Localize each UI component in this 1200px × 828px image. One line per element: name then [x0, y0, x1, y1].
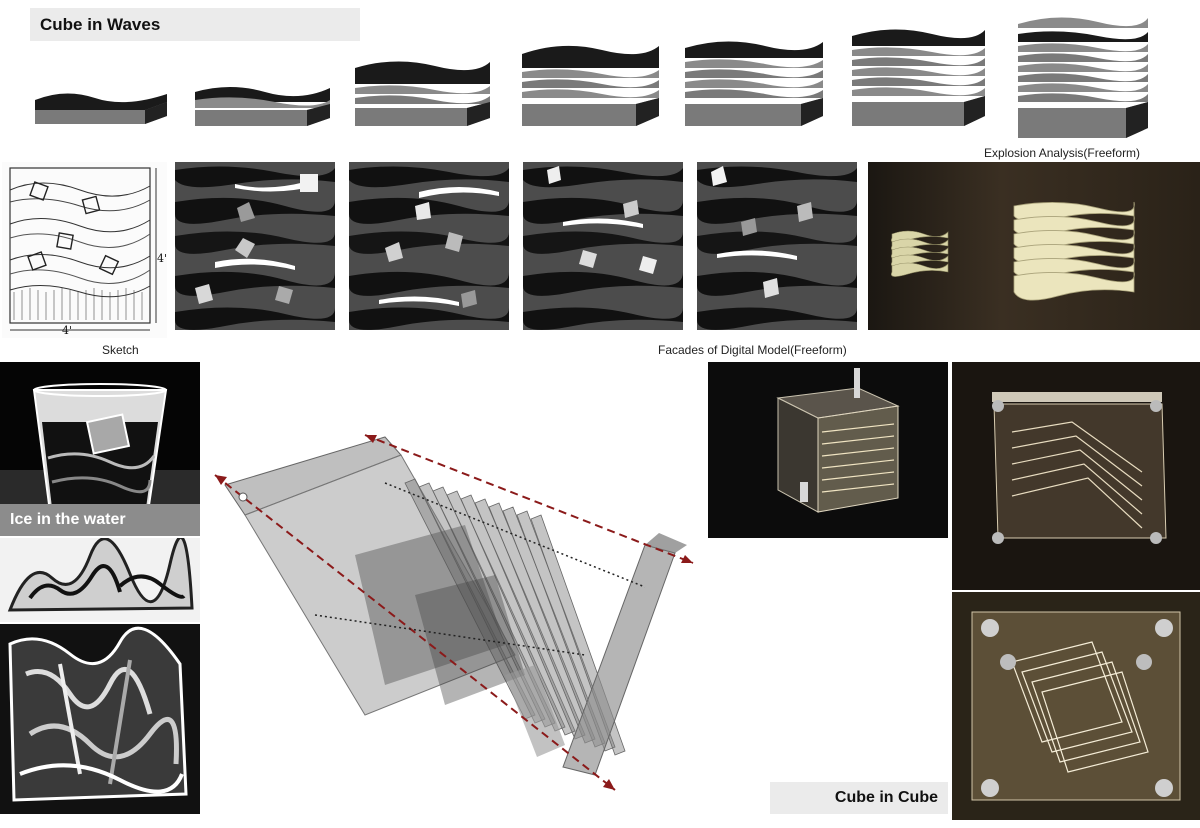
sketch-dim-height: 4'	[157, 252, 167, 265]
explosion-model-4	[522, 38, 659, 130]
cube-photo-bottom	[952, 592, 1200, 820]
board-title-bar: Cube in Waves	[30, 8, 360, 41]
explosion-model-7	[1018, 12, 1148, 142]
exploded-acrylic-diagram	[205, 415, 705, 795]
facades-caption: Facades of Digital Model(Freeform)	[658, 343, 847, 357]
facade-image-1	[175, 162, 335, 330]
facade-image-4	[697, 162, 857, 330]
cube-photo-tall	[952, 362, 1200, 590]
board-title: Cube in Waves	[40, 14, 161, 34]
physical-model-photo	[868, 162, 1200, 330]
ice-abstraction-bottom	[0, 624, 200, 814]
explosion-model-3	[355, 52, 490, 130]
cube-in-cube-text: Cube in Cube	[834, 789, 938, 806]
sketch-caption: Sketch	[102, 343, 139, 357]
facade-image-3	[523, 162, 683, 330]
cube-in-cube-label: Cube in Cube	[770, 782, 948, 814]
explosion-model-1	[35, 80, 167, 128]
explosion-caption: Explosion Analysis(Freeform)	[984, 146, 1141, 160]
sketch-image: 4' 4'	[2, 162, 167, 338]
sketch-dim-width: 4'	[62, 324, 73, 337]
ice-in-water-image: Ice in the water	[0, 362, 200, 536]
ice-abstraction-top	[0, 538, 200, 622]
facade-image-2	[349, 162, 509, 330]
explosion-model-5	[685, 36, 823, 130]
explosion-model-6	[852, 24, 985, 130]
cube-photo-small	[708, 362, 948, 538]
ice-caption: Ice in the water	[0, 504, 200, 536]
explosion-model-2	[195, 78, 330, 130]
